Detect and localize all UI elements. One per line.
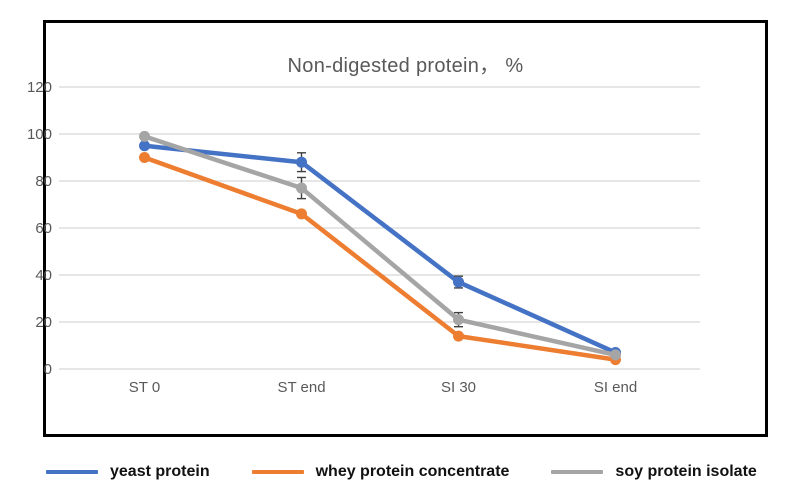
legend-item-soy-protein-isolate: soy protein isolate <box>551 463 757 481</box>
y-tick-label: 100 <box>27 126 52 143</box>
data-point <box>296 156 307 168</box>
chart-legend: yeast protein whey protein concentrate s… <box>46 458 757 486</box>
legend-label: soy protein isolate <box>615 463 757 480</box>
y-tick-label: 40 <box>35 267 52 284</box>
plot-area: 0 20 40 60 80 100 120 ST 0 ST end SI 30 SI end <box>27 79 700 396</box>
series-line-yeast-protein <box>142 143 618 355</box>
data-point <box>610 349 621 361</box>
legend-line-marker <box>551 470 604 474</box>
series-line-whey-protein-concentrate <box>142 155 618 362</box>
data-point <box>453 276 464 288</box>
y-tick-label: 120 <box>27 79 52 96</box>
legend-label: yeast protein <box>110 463 210 480</box>
data-point <box>139 140 150 152</box>
y-tick-label: 0 <box>44 361 52 378</box>
chart-title: Non-digested protein， % <box>287 55 524 77</box>
y-tick-label: 20 <box>35 314 52 331</box>
legend-item-yeast-protein: yeast protein <box>46 463 210 481</box>
data-point <box>296 182 307 194</box>
y-tick-label: 80 <box>35 173 52 190</box>
legend-label: whey protein concentrate <box>315 463 510 480</box>
y-tick-label: 60 <box>35 220 52 237</box>
legend-line-marker <box>251 470 304 474</box>
legend-line-marker <box>46 470 98 474</box>
data-point <box>139 152 150 163</box>
x-tick-label: ST 0 <box>129 379 160 396</box>
data-point <box>139 130 150 142</box>
x-tick-label: ST end <box>277 379 325 396</box>
x-tick-label: SI end <box>594 379 637 396</box>
data-point <box>296 208 307 220</box>
data-point <box>453 314 464 326</box>
series-line-soy-protein-isolate <box>142 134 618 358</box>
data-point <box>453 330 464 342</box>
legend-item-whey-protein-concentrate: whey protein concentrate <box>251 463 510 481</box>
x-tick-label: SI 30 <box>441 379 476 396</box>
